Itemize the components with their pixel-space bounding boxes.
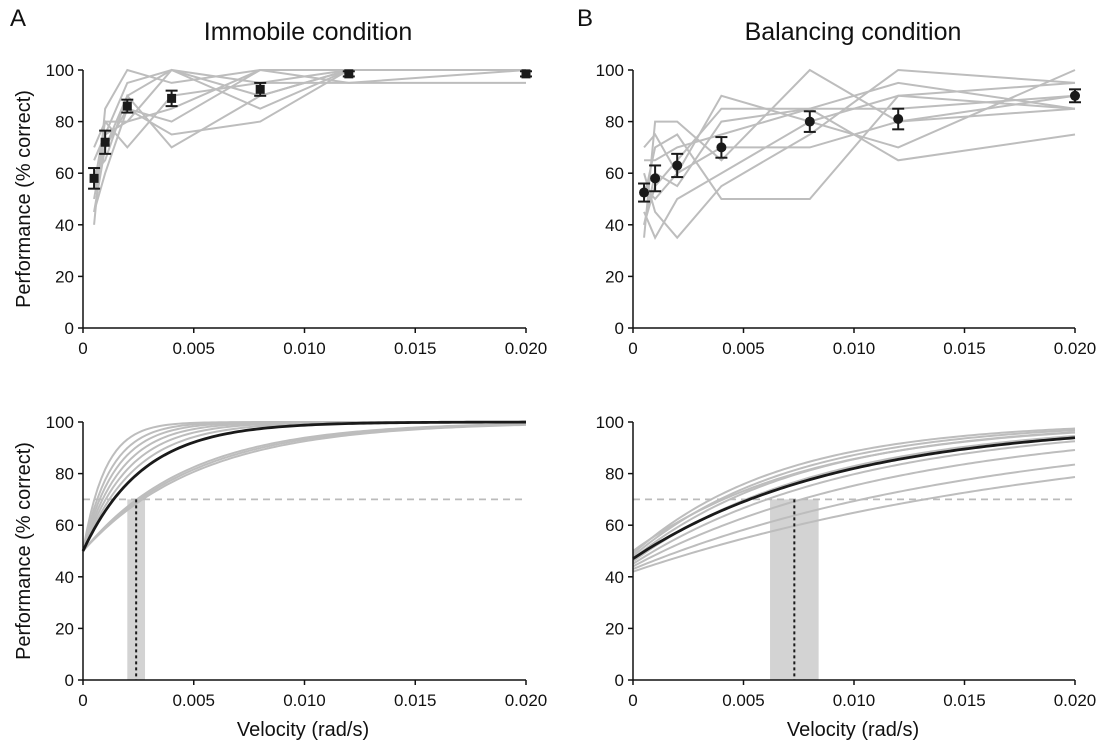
x-tick-label: 0.005: [172, 691, 215, 710]
subject-line-7: [644, 107, 1076, 162]
x-tick-label: 0.020: [1054, 691, 1097, 710]
x-tick-label: 0.010: [283, 691, 326, 710]
y-tick-label: 20: [605, 267, 624, 286]
subject-line-7: [93, 68, 527, 148]
subject-line-8: [643, 94, 1076, 201]
mean-fit-curve: [81, 420, 526, 552]
y-tick-label: 0: [65, 671, 74, 690]
panel-letter-a: A: [10, 5, 26, 32]
x-tick-label: 0: [78, 691, 87, 710]
mean-marker: [89, 173, 99, 183]
x-tick-label: 0.010: [833, 339, 876, 358]
subject-line-3: [643, 69, 1076, 176]
x-tick-label: 0.005: [172, 339, 215, 358]
x-tick-label: 0: [628, 339, 637, 358]
mean-marker: [521, 69, 531, 79]
chart-bottom-right: 0 20 40 60 80 100 0 0.005 0.010 0.015 0.020: [596, 413, 1097, 710]
y-tick-label: 0: [615, 671, 624, 690]
x-tick-label: 0.005: [722, 339, 765, 358]
subject-line-3: [93, 68, 526, 200]
subject-line-9: [93, 69, 526, 213]
x-tick-label: 0.020: [505, 691, 548, 710]
title-balancing: Balancing condition: [745, 18, 962, 46]
mean-marker: [672, 160, 683, 171]
mean-marker: [893, 114, 904, 125]
mean-marker: [639, 187, 650, 198]
panel-letter-b: B: [577, 5, 593, 32]
subject-fit-curve-6: [632, 440, 1076, 565]
mean-marker: [255, 84, 265, 94]
x-tick-label: 0.020: [505, 339, 548, 358]
subject-line-4: [643, 94, 1076, 200]
y-tick-label: 0: [65, 319, 74, 338]
ylabel-bottom: Performance (% correct): [13, 442, 35, 660]
mean-marker: [344, 69, 354, 79]
mean-marker: [804, 116, 815, 127]
x-tick-label: 0.015: [394, 339, 437, 358]
y-tick-label: 40: [55, 216, 74, 235]
chart-bottom-left: 0 20 40 60 80 100 0 0.005 0.010 0.015 0.020: [46, 413, 548, 710]
mean-marker: [122, 101, 132, 111]
subject-line-6: [643, 81, 1076, 240]
subject-line-2: [93, 69, 526, 213]
mean-fit-curve: [632, 436, 1076, 560]
subject-line-5: [643, 94, 1076, 226]
title-immobile: Immobile condition: [204, 18, 412, 46]
y-tick-label: 20: [605, 619, 624, 638]
x-tick-label: 0: [78, 339, 87, 358]
y-tick-label: 40: [605, 568, 624, 587]
chart-top-left: 0 20 40 60 80 100 0 0.005 0.010 0.015 0.020: [46, 61, 548, 358]
y-tick-label: 100: [596, 61, 624, 80]
mean-marker: [1070, 90, 1080, 101]
subject-fit-curve-9: [82, 423, 527, 552]
x-tick-label: 0.020: [1054, 339, 1097, 358]
y-tick-label: 80: [605, 465, 624, 484]
y-tick-label: 40: [55, 568, 74, 587]
x-tick-label: 0.015: [394, 691, 437, 710]
subject-fit-curve-4: [632, 431, 1076, 552]
subject-fit-curve-8: [82, 423, 527, 552]
y-tick-label: 40: [605, 216, 624, 235]
y-tick-label: 60: [605, 164, 624, 183]
y-tick-label: 20: [55, 619, 74, 638]
ylabel-top: Performance (% correct): [13, 90, 35, 308]
xlabel-left: Velocity (rad/s): [237, 719, 369, 741]
mean-marker: [167, 93, 177, 103]
x-tick-label: 0.015: [943, 691, 986, 710]
subject-fit-curve-9: [632, 476, 1076, 573]
y-tick-label: 100: [46, 413, 74, 432]
y-tick-label: 80: [605, 113, 624, 132]
y-tick-label: 100: [596, 413, 624, 432]
subject-fit-curve-1: [632, 427, 1076, 555]
mean-marker: [100, 137, 110, 147]
mean-marker: [650, 173, 661, 184]
x-tick-label: 0.015: [943, 339, 986, 358]
xlabel-right: Velocity (rad/s): [787, 719, 919, 741]
y-tick-label: 20: [55, 267, 74, 286]
y-tick-label: 60: [605, 516, 624, 535]
x-tick-label: 0.010: [283, 339, 326, 358]
subject-line-2: [643, 68, 1076, 240]
subject-fit-curve-7: [82, 422, 527, 552]
y-tick-label: 80: [55, 465, 74, 484]
subject-line-4: [93, 81, 526, 187]
y-tick-label: 80: [55, 113, 74, 132]
subject-fit-curve-8: [632, 463, 1076, 570]
y-tick-label: 100: [46, 61, 74, 80]
y-tick-label: 60: [55, 516, 74, 535]
x-tick-label: 0.010: [833, 691, 876, 710]
mean-marker: [716, 142, 727, 153]
subject-fit-curve-2: [632, 429, 1076, 557]
y-tick-label: 0: [615, 319, 624, 338]
x-tick-label: 0: [628, 691, 637, 710]
chart-top-right: 0 20 40 60 80 100 0 0.005 0.010 0.015 0.020: [596, 61, 1097, 358]
subject-fit-curve-7: [632, 449, 1076, 568]
y-tick-label: 60: [55, 164, 74, 183]
x-tick-label: 0.005: [722, 691, 765, 710]
